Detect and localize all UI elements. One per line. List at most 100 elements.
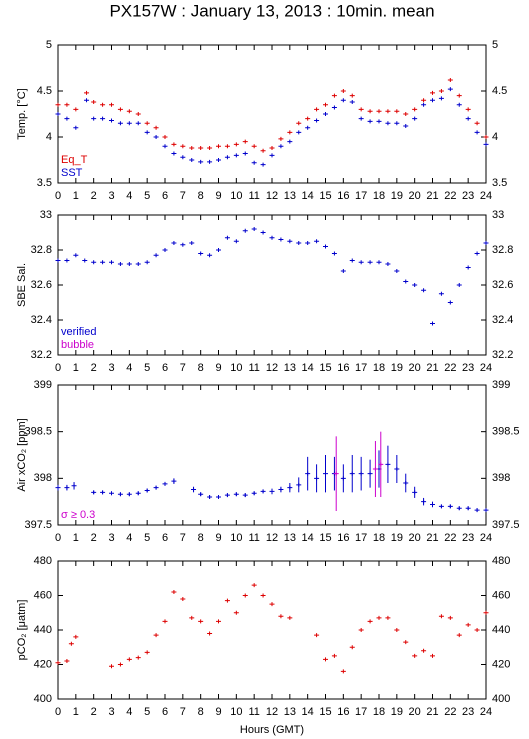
data-point	[465, 622, 471, 627]
y-tick-label-right: 400	[492, 693, 510, 705]
data-point	[412, 653, 418, 658]
x-tick-label: 4	[126, 706, 132, 718]
x-tick-label: 14	[302, 706, 314, 718]
data-point	[430, 90, 435, 95]
data-point	[242, 151, 248, 156]
data-point	[233, 239, 239, 244]
data-point	[421, 648, 427, 653]
plot-frame	[57, 44, 487, 184]
y-axis-label: SBE Sal.	[16, 263, 28, 307]
y-axis-label: pCO₂ [μatm]	[16, 600, 28, 661]
data-point	[109, 260, 114, 265]
x-tick-label: 19	[391, 362, 403, 374]
x-tick-label: 16	[337, 190, 349, 202]
x-tick-label: 4	[126, 532, 132, 544]
data-point	[153, 135, 159, 139]
data-point	[305, 241, 311, 245]
x-tick-label: 24	[480, 532, 492, 544]
data-point	[82, 258, 88, 263]
data-point	[260, 148, 266, 153]
x-tick-label: 22	[444, 706, 456, 718]
x-tick-label: 4	[126, 190, 132, 202]
data-point	[109, 118, 114, 123]
data-point	[171, 590, 177, 595]
plot-frame	[57, 560, 487, 700]
data-point	[314, 107, 320, 112]
data-point	[64, 258, 70, 263]
data-point	[126, 109, 132, 114]
x-tick-label: 18	[373, 190, 385, 202]
x-tick-label: 1	[73, 190, 79, 202]
x-axis-label: Hours (GMT)	[240, 724, 304, 736]
data-point	[242, 593, 248, 598]
data-point	[287, 130, 293, 135]
y-tick-label-right: 32.8	[492, 244, 513, 256]
x-tick-label: 6	[162, 190, 168, 202]
x-tick-label: 10	[230, 532, 242, 544]
data-point	[438, 96, 444, 101]
x-tick-label: 9	[215, 190, 221, 202]
data-point	[144, 650, 150, 655]
x-tick-label: 13	[284, 190, 296, 202]
data-point	[117, 262, 123, 266]
data-point	[278, 614, 284, 619]
data-point	[242, 228, 248, 233]
data-point	[55, 102, 61, 107]
data-point	[296, 130, 302, 135]
data-point	[233, 153, 239, 158]
data-point	[242, 139, 248, 144]
x-tick-label: 18	[373, 362, 385, 374]
x-tick-label: 21	[426, 706, 438, 718]
data-point	[251, 227, 257, 231]
x-tick-label: 8	[198, 190, 204, 202]
x-tick-label: 7	[180, 190, 186, 202]
x-tick-label: 0	[55, 362, 61, 374]
data-point	[331, 93, 337, 98]
x-tick-label: 7	[180, 532, 186, 544]
data-point	[438, 291, 444, 296]
data-point	[117, 107, 123, 112]
data-point	[323, 102, 328, 107]
data-point	[376, 119, 382, 124]
data-point	[153, 125, 159, 130]
y-tick-label-right: 398.5	[492, 426, 520, 438]
data-point	[84, 98, 90, 103]
data-point	[269, 602, 275, 607]
data-point	[412, 116, 418, 121]
data-point	[376, 615, 382, 620]
data-point	[55, 112, 61, 116]
data-point	[162, 619, 168, 624]
y-tick-label: 440	[34, 624, 52, 636]
data-point	[412, 107, 418, 112]
legend-label: σ ≥ 0.3	[61, 509, 95, 521]
y-tick-label: 397.5	[24, 519, 52, 531]
data-point	[474, 628, 480, 632]
y-axis-label: Temp. [°C]	[16, 88, 28, 139]
x-tick-label: 17	[355, 362, 367, 374]
x-tick-label: 20	[409, 190, 421, 202]
x-tick-label: 24	[480, 190, 492, 202]
x-tick-label: 18	[373, 532, 385, 544]
data-point	[394, 269, 400, 273]
data-point	[126, 657, 132, 662]
x-tick-label: 15	[319, 190, 331, 202]
data-point	[331, 251, 337, 256]
data-point	[73, 634, 79, 639]
data-point	[224, 235, 230, 240]
data-point	[430, 321, 435, 326]
x-tick-label: 10	[230, 190, 242, 202]
y-tick-label: 32.2	[31, 349, 52, 361]
x-tick-label: 6	[162, 706, 168, 718]
data-point	[55, 660, 61, 665]
data-point	[64, 102, 70, 107]
x-tick-label: 20	[409, 532, 421, 544]
data-point	[109, 102, 114, 107]
y-tick-label-right: 398	[492, 472, 510, 484]
data-point	[474, 130, 480, 135]
data-point	[385, 262, 391, 266]
y-tick-label-right: 460	[492, 589, 510, 601]
x-tick-label: 14	[302, 190, 314, 202]
x-tick-label: 1	[73, 362, 79, 374]
data-point	[358, 107, 364, 112]
y-tick-label: 398.5	[24, 426, 52, 438]
